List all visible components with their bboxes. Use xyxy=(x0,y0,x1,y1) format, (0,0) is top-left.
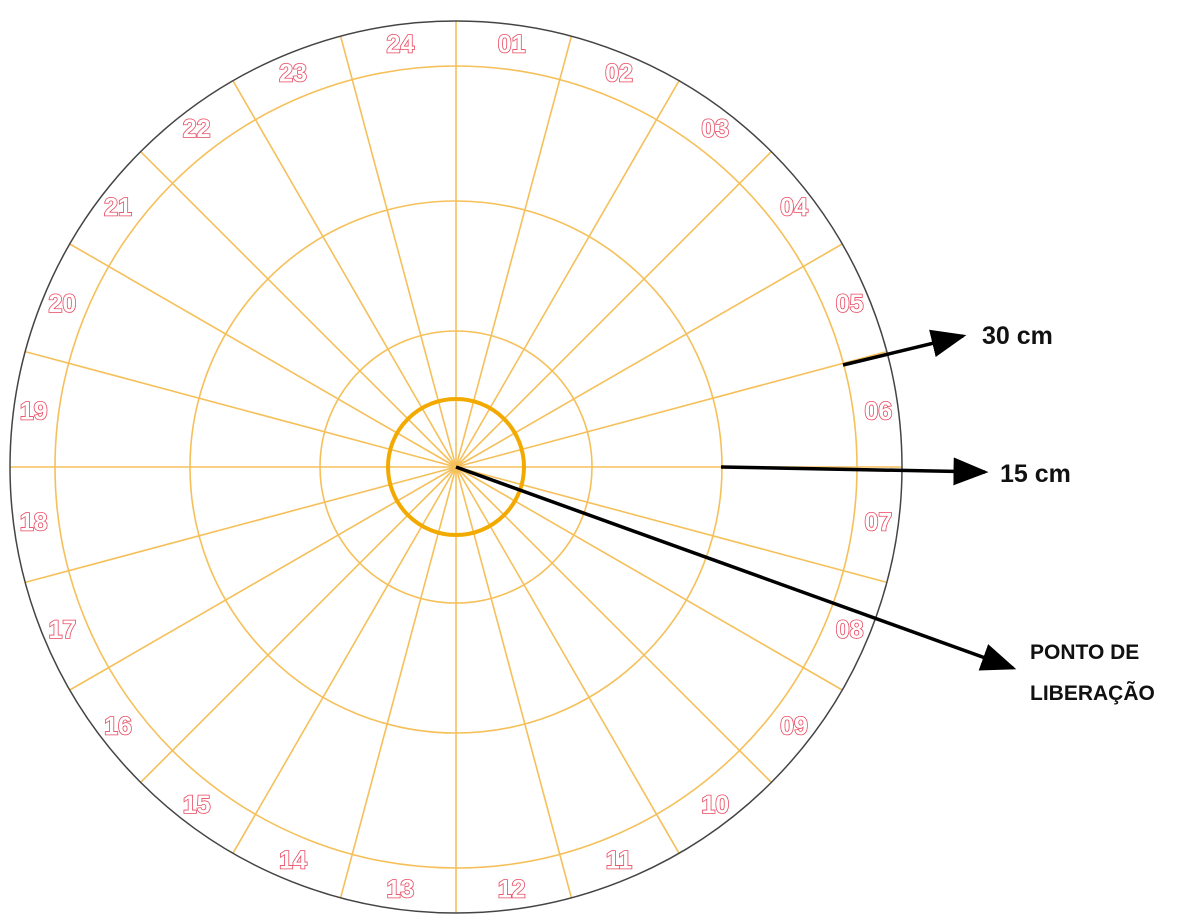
arrow-15cm xyxy=(720,457,989,486)
label-release-point-line1: PONTO DE xyxy=(1030,641,1139,664)
sector-label-13: 13 xyxy=(386,875,414,903)
sector-label-04: 04 xyxy=(780,194,808,222)
sector-label-20: 20 xyxy=(48,290,76,318)
sector-label-06: 06 xyxy=(864,397,892,425)
grid-spoke xyxy=(24,466,457,584)
sector-labels: 01 02 03 04 05 06 07 08 09 10 11 12 13 14 15 16 17 18 19 20… xyxy=(19,30,893,904)
grid-spoke xyxy=(455,80,680,468)
grid-spoke xyxy=(69,243,457,468)
grid-spoke xyxy=(24,350,457,468)
sector-label-09: 09 xyxy=(780,712,808,740)
sector-label-24: 24 xyxy=(386,31,414,59)
label-release-point-line2: LIBERAÇÃO xyxy=(1030,682,1155,705)
radial-grid xyxy=(10,21,902,913)
sector-label-07: 07 xyxy=(864,509,892,537)
grid-spoke xyxy=(455,466,573,899)
grid-spoke xyxy=(455,466,888,584)
sector-label-14: 14 xyxy=(279,847,307,875)
sector-label-22: 22 xyxy=(183,115,211,143)
sector-label-15: 15 xyxy=(183,791,211,819)
grid-spoke xyxy=(232,466,457,854)
sector-label-21: 21 xyxy=(104,194,132,222)
grid-spoke xyxy=(339,35,457,468)
sector-label-11: 11 xyxy=(606,847,633,875)
grid-spoke xyxy=(339,466,457,899)
sector-label-18: 18 xyxy=(20,509,48,537)
sector-label-16: 16 xyxy=(104,712,132,740)
grid-spoke xyxy=(69,466,457,691)
grid-spoke xyxy=(232,80,457,468)
label-30cm: 30 cm xyxy=(982,322,1053,350)
grid-spoke xyxy=(455,151,772,468)
sector-label-03: 03 xyxy=(701,115,729,143)
sector-label-19: 19 xyxy=(20,397,48,425)
grid-spoke xyxy=(455,350,888,468)
sector-label-23: 23 xyxy=(279,59,307,87)
sector-label-01: 01 xyxy=(498,31,526,59)
sector-label-17: 17 xyxy=(48,616,76,644)
arrow-30cm xyxy=(842,329,967,367)
release-point-circle xyxy=(386,397,526,537)
sector-label-10: 10 xyxy=(701,791,729,819)
arrow-release-point xyxy=(455,465,1017,671)
outer-border-circle xyxy=(9,20,903,914)
sector-label-08: 08 xyxy=(836,616,864,644)
sector-label-12: 12 xyxy=(498,875,526,903)
grid-spoke xyxy=(455,35,573,468)
grid-spoke xyxy=(140,466,457,783)
grid-spoke xyxy=(140,151,457,468)
grid-spoke xyxy=(455,466,772,783)
grid-spoke xyxy=(455,466,843,691)
sector-label-05: 05 xyxy=(836,290,864,318)
grid-spoke xyxy=(455,466,680,854)
sector-label-02: 02 xyxy=(605,59,633,87)
label-15cm: 15 cm xyxy=(1000,460,1071,488)
grid-spoke xyxy=(455,243,843,468)
